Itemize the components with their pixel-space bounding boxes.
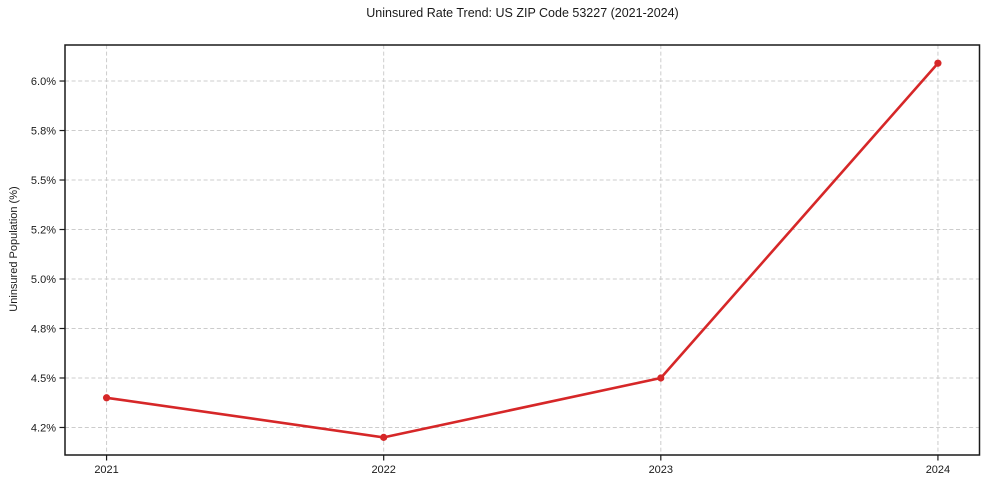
x-tick-label: 2022	[371, 464, 395, 476]
data-point	[102, 394, 111, 402]
x-tick-label: 2023	[649, 464, 673, 476]
chart-title: Uninsured Rate Trend: US ZIP Code 53227 …	[366, 6, 679, 20]
y-tick-label: 5.8%	[31, 125, 56, 137]
plot-border	[64, 44, 981, 456]
x-tick-label: 2024	[926, 464, 950, 476]
y-tick-label: 4.8%	[31, 323, 56, 335]
y-tick-label: 5.0%	[31, 274, 56, 286]
x-tick-label: 2021	[94, 464, 118, 476]
y-tick-label: 5.2%	[31, 224, 56, 236]
data-point	[657, 374, 665, 382]
data-point	[934, 59, 942, 67]
y-tick-label: 4.2%	[31, 422, 56, 434]
y-tick-label: 6.0%	[31, 76, 56, 88]
trend-line	[105, 61, 940, 439]
y-tick-label: 4.5%	[31, 373, 56, 385]
data-point	[380, 433, 388, 441]
y-tick-label: 5.5%	[31, 175, 56, 187]
